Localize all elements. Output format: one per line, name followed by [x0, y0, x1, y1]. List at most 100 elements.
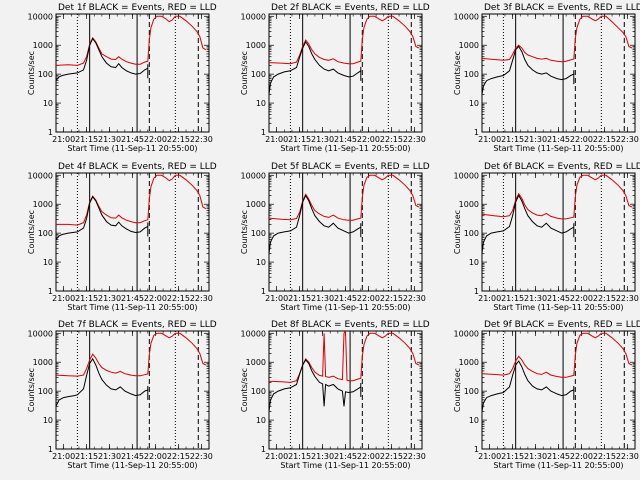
- y-tick-label: 10000: [454, 329, 479, 338]
- x-tick-label: 21:45: [547, 452, 570, 461]
- panel-title: Det 4f BLACK = Events, RED = LLD: [58, 162, 217, 172]
- lld-series-line: [56, 15, 207, 66]
- x-tick-label: 22:00: [144, 294, 167, 303]
- x-tick-label: 21:00: [52, 452, 75, 461]
- x-tick-label: 22:15: [593, 135, 616, 144]
- y-tick-label: 1000: [33, 41, 53, 50]
- y-tick-label: 10000: [28, 329, 53, 338]
- y-tick-label: 10000: [454, 171, 479, 180]
- y-tick-label: 1000: [33, 200, 53, 209]
- x-tick-label: 21:30: [311, 135, 334, 144]
- x-tick-label: 21:30: [98, 135, 121, 144]
- x-tick-label: 21:15: [501, 452, 524, 461]
- x-tick-label: 21:45: [334, 452, 357, 461]
- panel-title: Det 9f BLACK = Events, RED = LLD: [484, 320, 640, 330]
- x-tick-label: 22:00: [570, 452, 593, 461]
- x-tick-label: 22:15: [593, 294, 616, 303]
- detector-panel: Det 1f BLACK = Events, RED = LLD 1 10 100 10…: [27, 3, 217, 153]
- x-tick-label: 21:45: [547, 135, 570, 144]
- x-tick-label: 22:30: [403, 294, 426, 303]
- x-tick-label: 22:15: [380, 135, 403, 144]
- x-tick-label: 21:45: [334, 135, 357, 144]
- x-tick-label: 22:15: [167, 135, 190, 144]
- lld-series-line: [56, 332, 207, 377]
- x-tick-label: 22:30: [616, 452, 639, 461]
- plot-frame: [481, 13, 636, 133]
- events-series-line: [56, 357, 148, 407]
- y-axis-label: Counts/sec: [27, 210, 36, 254]
- x-axis-label: Start Time (11-Sep-11 20:55:00): [280, 144, 410, 153]
- y-axis-label: Counts/sec: [27, 368, 36, 412]
- y-tick-label: 1: [48, 128, 53, 137]
- x-tick-label: 21:30: [524, 135, 547, 144]
- y-axis-label: Counts/sec: [27, 51, 36, 95]
- y-axis-label: Counts/sec: [240, 368, 249, 412]
- y-tick-label: 1: [48, 287, 53, 296]
- y-tick-label: 10000: [241, 12, 266, 21]
- events-series-line: [269, 359, 362, 412]
- x-tick-label: 22:00: [144, 135, 167, 144]
- y-tick-label: 100: [251, 229, 266, 238]
- x-tick-label: 21:30: [98, 452, 121, 461]
- x-tick-label: 22:15: [167, 294, 190, 303]
- plot-frame: [55, 330, 210, 450]
- x-axis-label: Start Time (11-Sep-11 20:55:00): [67, 461, 197, 470]
- detector-panel: Det 9f BLACK = Events, RED = LLD 1 10 100 10…: [453, 320, 640, 470]
- x-tick-label: 21:00: [265, 135, 288, 144]
- detector-panel: Det 5f BLACK = Events, RED = LLD 1 10 100 10…: [240, 162, 430, 312]
- y-tick-label: 100: [38, 229, 53, 238]
- panel-title: Det 8f BLACK = Events, RED = LLD: [271, 320, 430, 330]
- y-tick-label: 1: [48, 445, 53, 454]
- x-tick-label: 21:15: [75, 135, 98, 144]
- y-tick-label: 10: [43, 99, 53, 108]
- panel-title: Det 2f BLACK = Events, RED = LLD: [271, 3, 430, 13]
- lld-series-line: [269, 331, 420, 383]
- y-tick-label: 10000: [28, 12, 53, 21]
- detector-panel: Det 6f BLACK = Events, RED = LLD 1 10 100 10…: [453, 162, 640, 312]
- y-tick-label: 100: [251, 70, 266, 79]
- x-axis-label: Start Time (11-Sep-11 20:55:00): [493, 144, 623, 153]
- x-tick-label: 21:00: [478, 452, 501, 461]
- y-tick-label: 1000: [246, 358, 266, 367]
- events-series-line: [269, 194, 362, 254]
- events-series-line: [482, 45, 575, 95]
- y-tick-label: 10: [43, 258, 53, 267]
- x-tick-label: 22:30: [616, 135, 639, 144]
- y-tick-label: 10000: [454, 12, 479, 21]
- y-tick-label: 100: [464, 70, 479, 79]
- panel-title: Det 6f BLACK = Events, RED = LLD: [484, 162, 640, 172]
- y-tick-label: 10: [43, 416, 53, 425]
- y-tick-label: 1000: [459, 41, 479, 50]
- x-tick-label: 22:15: [167, 452, 190, 461]
- x-tick-label: 22:15: [593, 452, 616, 461]
- y-tick-label: 10: [256, 99, 266, 108]
- y-tick-label: 1000: [246, 41, 266, 50]
- lld-series-line: [482, 15, 633, 63]
- x-axis-label: Start Time (11-Sep-11 20:55:00): [280, 461, 410, 470]
- x-tick-label: 21:30: [311, 294, 334, 303]
- y-axis-label: Counts/sec: [240, 210, 249, 254]
- events-series-line: [269, 40, 362, 95]
- x-tick-label: 21:00: [265, 294, 288, 303]
- x-tick-label: 21:30: [98, 294, 121, 303]
- panel-title: Det 3f BLACK = Events, RED = LLD: [484, 3, 640, 13]
- x-tick-label: 22:30: [403, 135, 426, 144]
- x-tick-label: 22:00: [357, 294, 380, 303]
- y-tick-label: 10000: [28, 171, 53, 180]
- x-tick-label: 22:30: [403, 452, 426, 461]
- x-tick-label: 21:15: [75, 452, 98, 461]
- detector-panel: Det 3f BLACK = Events, RED = LLD 1 10 100 10…: [453, 3, 640, 153]
- x-tick-label: 22:30: [190, 135, 213, 144]
- y-axis-label: Counts/sec: [453, 51, 462, 95]
- x-tick-label: 21:15: [75, 294, 98, 303]
- lld-series-line: [56, 174, 207, 226]
- plot-frame: [268, 330, 423, 450]
- x-tick-label: 22:15: [380, 452, 403, 461]
- lld-series-line: [482, 174, 633, 220]
- x-tick-label: 22:30: [190, 452, 213, 461]
- x-tick-label: 22:30: [190, 294, 213, 303]
- y-tick-label: 1: [261, 445, 266, 454]
- y-axis-label: Counts/sec: [453, 210, 462, 254]
- x-axis-label: Start Time (11-Sep-11 20:55:00): [493, 461, 623, 470]
